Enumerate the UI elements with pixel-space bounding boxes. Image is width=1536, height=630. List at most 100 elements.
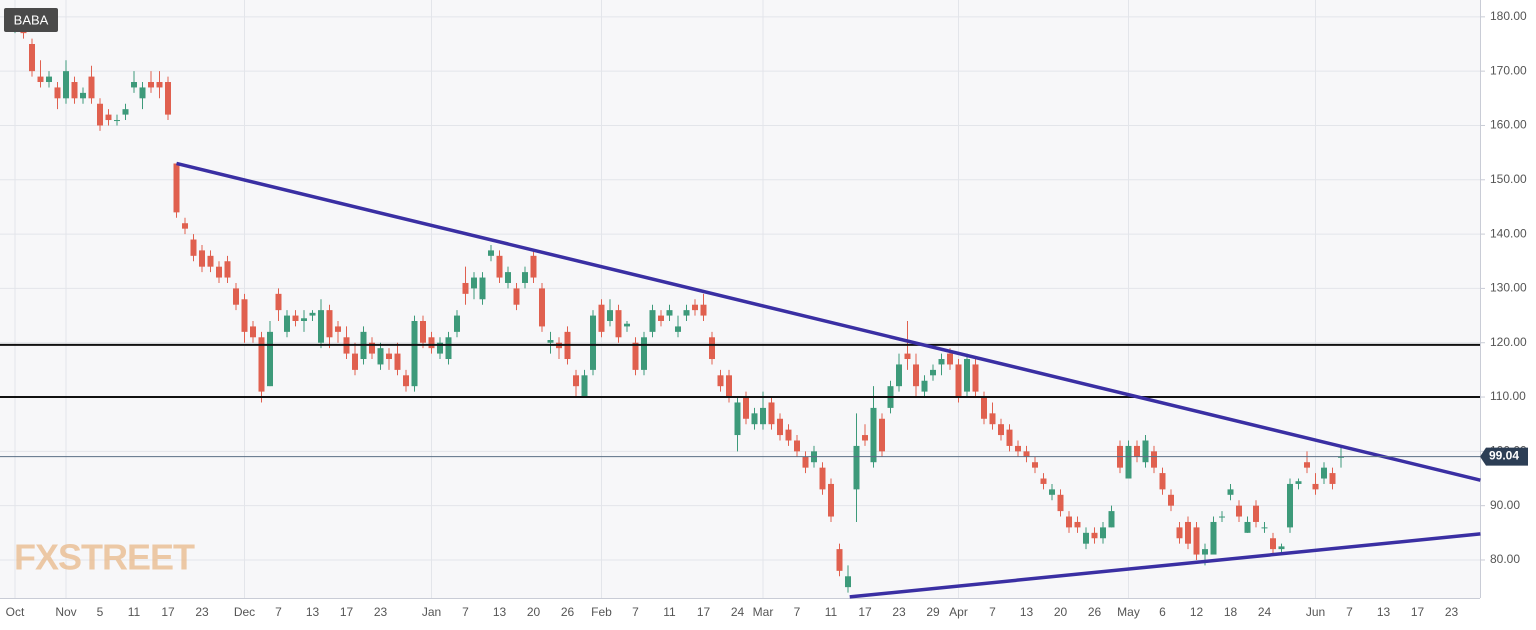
y-tick-label: 80.00 (1490, 552, 1520, 566)
candle-body (258, 337, 265, 392)
candle-body (122, 109, 129, 115)
candle-body (403, 375, 409, 387)
symbol-label: BABA (14, 12, 49, 27)
candle-body (505, 272, 511, 283)
candle-body (777, 418, 783, 436)
candle-body (1066, 516, 1072, 528)
y-tick-label: 160.00 (1490, 118, 1527, 132)
candle-body (1049, 489, 1055, 495)
candle-body (479, 277, 486, 300)
x-tick-label: 13 (1020, 605, 1034, 619)
candle-body (1159, 473, 1166, 490)
candle-body (1074, 521, 1081, 528)
candle-body (411, 320, 418, 387)
candle-body (394, 353, 401, 370)
candle-body (615, 310, 622, 338)
y-tick-label: 90.00 (1490, 498, 1520, 512)
candle-body (845, 576, 851, 588)
candle-body (539, 288, 545, 327)
candle-body (530, 255, 537, 278)
x-tick-label: 24 (731, 605, 745, 619)
candle-body (930, 369, 936, 376)
candle-body (377, 348, 384, 365)
candle-body (301, 318, 307, 321)
candle-body (54, 87, 61, 99)
y-tick-label: 180.00 (1490, 9, 1527, 23)
x-tick-label: 26 (1088, 605, 1102, 619)
candle-body (1134, 445, 1140, 457)
x-tick-label: 17 (340, 605, 354, 619)
candle-body (989, 413, 996, 425)
grid (0, 0, 1480, 598)
x-tick-label: May (1117, 605, 1140, 619)
x-tick-label: 7 (632, 605, 639, 619)
candle-body (428, 337, 435, 349)
candle-body (802, 456, 809, 468)
x-tick-label: Apr (949, 605, 968, 619)
candle-body (981, 397, 987, 419)
candle-body (454, 315, 460, 332)
x-tick-label: 20 (527, 605, 541, 619)
candle-body (199, 250, 205, 267)
candle-body (105, 114, 112, 121)
candle-body (1295, 481, 1302, 484)
candle-body (29, 43, 35, 72)
candle-body (649, 310, 656, 332)
candle-body (80, 92, 86, 99)
candle-body (1125, 445, 1132, 479)
candle-body (267, 331, 273, 387)
candle-body (386, 353, 392, 360)
x-tick-label: Jan (422, 605, 441, 619)
candle-body (972, 364, 979, 392)
candle-body (1151, 451, 1157, 468)
last-price-tag (1480, 447, 1528, 466)
candle-body (938, 359, 945, 365)
candle-body (488, 250, 494, 256)
candle-body (896, 364, 902, 387)
candle-body (1057, 494, 1064, 512)
x-tick-label: 24 (1258, 605, 1272, 619)
candle-body (1091, 532, 1098, 539)
candle-body (1312, 483, 1319, 490)
candle-body (1338, 456, 1344, 458)
candle-body (785, 429, 792, 441)
candle-body (318, 310, 324, 343)
candle-body (624, 323, 630, 327)
x-tick-label: 26 (561, 605, 575, 619)
candle-body (870, 407, 877, 463)
candle-body (743, 397, 749, 419)
candle-body (1032, 462, 1038, 468)
x-tick-label: Oct (6, 605, 25, 619)
trendline (849, 532, 1481, 599)
candle-body (445, 337, 452, 360)
x-tick-label: 7 (462, 605, 469, 619)
candle-body (1244, 521, 1251, 533)
candle-body (309, 312, 316, 316)
candle-body (1304, 462, 1310, 468)
candle-body (233, 288, 239, 305)
candle-body (955, 364, 962, 398)
candle-body (292, 315, 299, 321)
candle-body (1023, 451, 1030, 457)
candle-body (352, 353, 358, 370)
y-tick-label: 150.00 (1490, 172, 1527, 186)
candle-body (1108, 511, 1115, 528)
candle-body (522, 272, 528, 283)
candle-body (437, 342, 443, 354)
x-tick-label: Mar (753, 605, 774, 619)
candle-body (148, 82, 154, 88)
candle-body (751, 413, 758, 425)
y-tick-label: 130.00 (1490, 281, 1527, 295)
candle-body (71, 82, 78, 99)
candle-body (173, 163, 180, 213)
candle-body (1083, 532, 1089, 544)
x-tick-label: 17 (697, 605, 711, 619)
candle-body (862, 435, 868, 441)
candle-body (836, 549, 843, 571)
candle-body (496, 255, 503, 278)
x-tick-label: 13 (493, 605, 507, 619)
x-tick-label: 7 (794, 605, 801, 619)
candle-body (1176, 527, 1183, 539)
candle-body (692, 304, 698, 311)
